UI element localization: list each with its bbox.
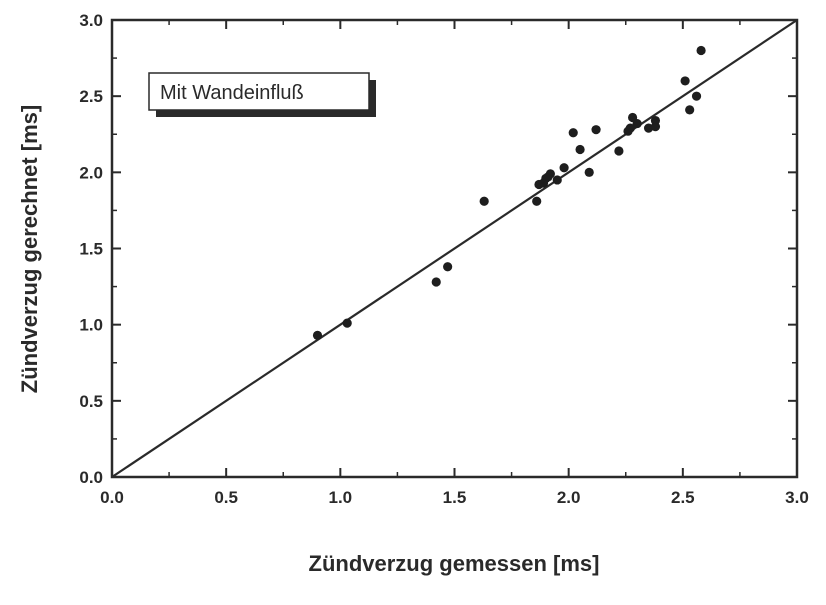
plot-frame [110, 18, 799, 479]
data-point [532, 196, 542, 206]
annotation-frame [148, 72, 370, 111]
y-tick-label: 0.0 [79, 468, 103, 487]
x-tick-label: 0.0 [100, 488, 124, 507]
data-point [431, 277, 441, 287]
y-tick-label: 1.5 [79, 240, 103, 259]
y-tick-label: 2.0 [79, 163, 103, 182]
y-tick-label: 0.5 [79, 392, 103, 411]
data-point [643, 123, 654, 133]
data-point [479, 196, 489, 206]
x-tick-label: 1.0 [329, 488, 353, 507]
data-point [614, 146, 624, 156]
x-tick-label: 2.5 [671, 488, 695, 507]
data-point [650, 115, 661, 126]
y-axis-title: Zündverzug gerechnet [ms] [17, 105, 42, 393]
x-tick-label: 0.5 [214, 488, 238, 507]
y-tick-label: 1.0 [79, 316, 103, 335]
y-tick-label: 2.5 [79, 87, 103, 106]
annotation-text: Mit Wandeinfluß [160, 82, 304, 104]
data-point [575, 144, 585, 155]
data-points-layer [312, 45, 706, 340]
reference-line-layer [111, 19, 798, 478]
data-point [696, 45, 706, 56]
x-tick-label: 3.0 [785, 488, 809, 507]
data-point [559, 163, 569, 173]
data-point [691, 91, 702, 101]
data-point [625, 123, 635, 133]
data-point [680, 76, 690, 86]
x-tick-label: 1.5 [443, 488, 467, 507]
x-axis-title: Zündverzug gemessen [ms] [309, 551, 600, 576]
y-tick-label: 3.0 [79, 11, 103, 30]
reference-line [111, 19, 798, 478]
data-point [685, 105, 695, 115]
data-point [312, 330, 323, 340]
data-point [584, 167, 594, 177]
data-point [591, 125, 601, 135]
tick-labels-layer: 0.0 0.5 1.0 1.5 2.0 2.5 3.0 0.0 0.5 1.0 1.5 2.0 2.5 3… [79, 11, 808, 507]
data-point [632, 118, 642, 129]
data-point [443, 262, 453, 272]
data-point [342, 318, 352, 328]
data-point [545, 169, 556, 179]
data-point [552, 175, 562, 185]
annotation-box: Mit Wandeinfluß [148, 72, 376, 117]
x-tick-label: 2.0 [557, 488, 581, 507]
data-point [568, 128, 578, 138]
